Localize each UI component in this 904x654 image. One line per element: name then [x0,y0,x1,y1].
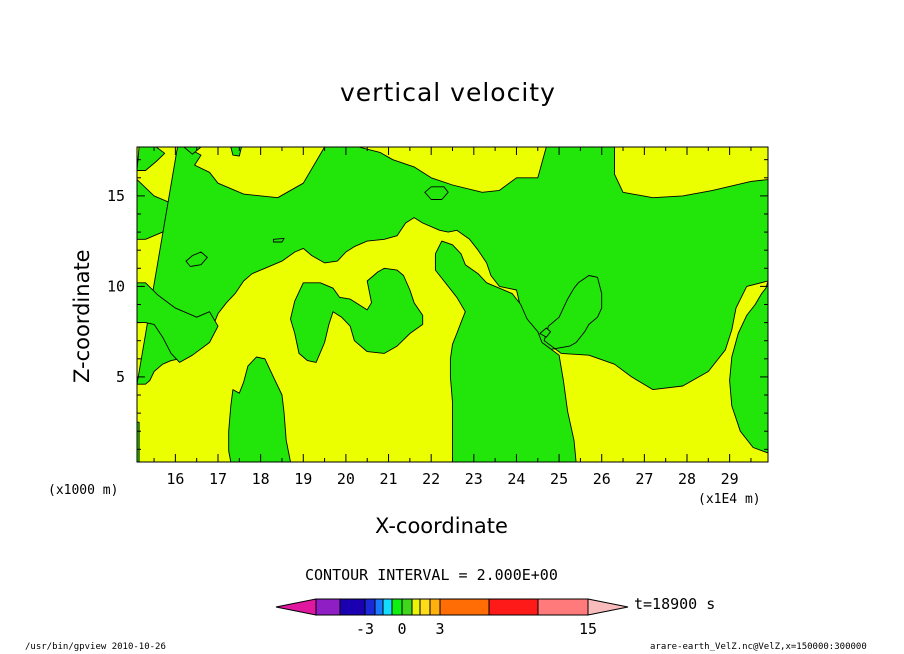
colorbar-segment [439,598,490,616]
negative-region [434,240,577,463]
colorbar-segment [429,598,441,616]
x-axis-scale-note: (x1E4 m) [698,492,761,507]
y-tick-label: 10 [107,277,125,295]
x-tick-label: 18 [252,470,270,488]
time-label: t=18900 s [634,595,716,613]
colorbar-label: -3 [356,620,374,638]
negative-region [136,282,219,363]
negative-region [185,251,208,267]
colorbar-segment [339,598,366,616]
x-tick-label: 28 [678,470,696,488]
x-tick-label: 26 [593,470,611,488]
footer-left: /usr/bin/gpview 2010-10-26 [25,642,166,652]
colorbar-label: 3 [435,620,444,638]
colorbar-segment [411,598,421,616]
x-tick-label: 19 [294,470,312,488]
negative-region [729,280,769,454]
x-tick-label: 23 [465,470,483,488]
x-tick-label: 22 [422,470,440,488]
colorbar-right-arrow [587,598,629,616]
colorbar-left-arrow [275,598,317,616]
colorbar-segment [537,598,589,616]
colorbar-segment [364,598,376,616]
footer-right: arare-earth_VelZ.nc@VelZ,x=150000:300000 [650,642,867,652]
colorbar-label: 15 [579,620,597,638]
x-tick-label: 25 [550,470,568,488]
contour-fills [136,146,769,463]
negative-region [424,186,449,200]
negative-region [539,327,552,338]
chart-title: vertical velocity [340,78,556,107]
colorbar-segment [382,598,393,616]
negative-region [272,237,285,243]
colorbar-segment [315,598,341,616]
colorbar-segment [419,598,431,616]
x-tick-label: 17 [209,470,227,488]
colorbar-segment [488,598,539,616]
x-tick-label: 27 [635,470,653,488]
negative-region [228,356,291,463]
colorbar-segment [374,598,384,616]
x-tick-label: 24 [507,470,525,488]
negative-region [290,267,424,363]
colorbar: -3 0 3 15 [275,598,629,638]
colorbar-segment [391,598,403,616]
x-tick-label: 21 [380,470,398,488]
colorbar-segment [401,598,413,616]
x-tick-label: 29 [721,470,739,488]
colorbar-label: 0 [397,620,406,638]
x-tick-label: 20 [337,470,355,488]
axis-ticks: 16 17 18 19 20 21 22 23 24 25 26 27 28 29 5 10 15 [107,147,768,488]
y-tick-label: 5 [116,368,125,386]
y-axis-scale-note: (x1000 m) [48,483,119,498]
negative-region [230,146,242,157]
y-tick-label: 15 [107,187,125,205]
contour-interval-label: CONTOUR INTERVAL = 2.000E+00 [305,566,558,584]
y-axis-label: Z-coordinate [70,249,94,383]
x-axis-label: X-coordinate [375,514,508,538]
negative-region [136,146,769,391]
x-tick-label: 16 [166,470,184,488]
